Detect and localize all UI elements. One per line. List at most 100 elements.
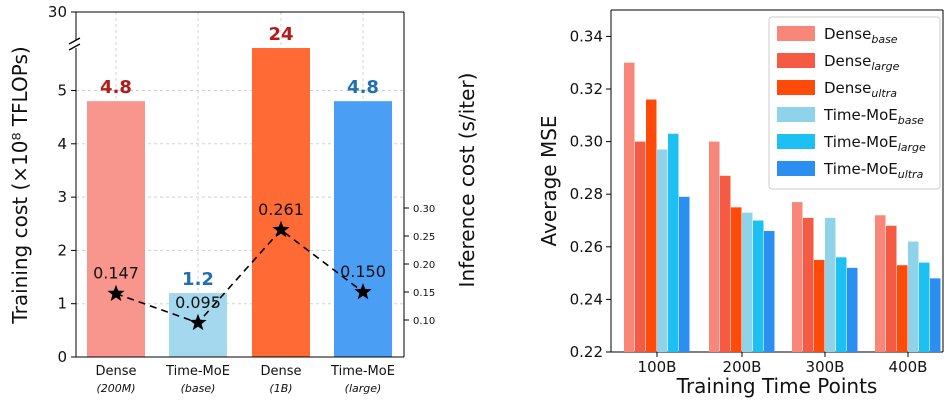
- y-tick-label: 5: [57, 82, 67, 100]
- bar: [87, 101, 145, 357]
- mse-bar: [814, 259, 825, 352]
- y-tick-label: 4: [57, 135, 67, 153]
- mse-bar: [720, 175, 731, 352]
- secondary-tick-label: 0.30: [413, 204, 435, 215]
- mse-bar: [847, 267, 858, 352]
- legend-swatch: [777, 53, 815, 68]
- inference-star-marker: [189, 313, 207, 331]
- inference-value-label: 0.095: [175, 293, 221, 312]
- category-label: Time-MoE: [330, 364, 395, 379]
- y-tick-label: 2: [57, 241, 67, 259]
- secondary-tick-label: 0.20: [413, 260, 435, 271]
- bar: [334, 101, 392, 357]
- r-y-axis-title: Average MSE: [537, 115, 561, 246]
- inference-star-marker: [107, 284, 125, 301]
- legend-label: Time-MoElarge: [823, 133, 926, 154]
- legend-label-subscript: large: [898, 141, 926, 154]
- legend-label-name: Time-MoE: [823, 106, 898, 124]
- axis-break-gap: [72, 40, 80, 48]
- r-x-tick-label: 100B: [638, 358, 677, 376]
- mse-bar: [930, 278, 941, 352]
- mse-bar: [657, 149, 668, 352]
- inference-value-label: 0.150: [340, 262, 386, 281]
- category-label: Dense: [260, 364, 301, 379]
- r-y-tick-label: 0.28: [570, 185, 603, 203]
- r-y-tick-label: 0.24: [570, 290, 603, 308]
- legend-label-name: Dense: [824, 79, 871, 97]
- secondary-tick-label: 0.25: [413, 232, 435, 243]
- right-y-axis-title: Inference cost (s/iter): [455, 73, 479, 288]
- legend-label-name: Time-MoE: [823, 133, 898, 151]
- legend-label-name: Time-MoE: [823, 160, 898, 178]
- legend-swatch: [777, 107, 815, 122]
- mse-bar: [792, 202, 803, 352]
- legend-label-subscript: large: [871, 60, 899, 73]
- bar-value-label: 24: [268, 24, 293, 45]
- legend-label-subscript: ultra: [898, 168, 924, 181]
- legend-label: Time-MoEultra: [823, 160, 924, 181]
- bar-value-label: 1.2: [182, 269, 214, 290]
- y-tick-label: 0: [57, 348, 67, 366]
- category-sublabel: (1B): [269, 382, 292, 395]
- legend-label-name: Dense: [824, 52, 871, 70]
- bar-value-label: 4.8: [347, 77, 379, 98]
- mse-bar: [897, 265, 908, 352]
- inference-line: [115, 228, 364, 324]
- mse-bar: [646, 99, 657, 353]
- legend-label-subscript: base: [898, 114, 924, 127]
- mse-bar: [836, 257, 847, 352]
- secondary-tick-label: 0.15: [413, 288, 435, 299]
- mse-bar: [679, 196, 690, 352]
- mse-bar: [803, 217, 814, 352]
- inference-star-marker: [354, 283, 372, 300]
- legend-swatch: [777, 161, 815, 176]
- r-x-axis-title: Training Time Points: [676, 374, 878, 398]
- axis-break-mark: [68, 37, 81, 45]
- mse-bar: [709, 141, 720, 352]
- mse-bar: [731, 207, 742, 352]
- legend-label-subscript: base: [871, 33, 897, 46]
- y-tick-label-break: 30: [48, 3, 67, 21]
- inference-star-marker: [272, 220, 290, 238]
- mse-bar: [886, 225, 897, 352]
- legend-label-name: Dense: [824, 25, 871, 43]
- inference-value-label: 0.261: [258, 200, 304, 219]
- mse-bar: [668, 133, 679, 352]
- left-y-axis-title: Training cost (×10⁸ TFLOPs): [8, 46, 32, 324]
- r-x-tick-label: 200B: [723, 358, 762, 376]
- r-y-tick-label: 0.32: [570, 80, 603, 98]
- bar: [252, 48, 310, 357]
- r-y-tick-label: 0.22: [570, 343, 603, 361]
- bar-value-label: 4.8: [100, 77, 132, 98]
- r-y-tick-label: 0.26: [570, 238, 603, 256]
- legend-swatch: [777, 80, 815, 95]
- legend-label: Denseultra: [824, 79, 897, 100]
- r-y-tick-label: 0.34: [570, 27, 603, 45]
- legend-swatch: [777, 134, 815, 149]
- legend-label: Denselarge: [824, 52, 900, 73]
- legend-label: Densebase: [824, 25, 898, 46]
- mse-bar: [825, 217, 836, 352]
- y-tick-label: 1: [57, 295, 67, 313]
- category-label: Time-MoE: [165, 364, 230, 379]
- legend-label: Time-MoEbase: [823, 106, 924, 127]
- category-sublabel: (base): [181, 382, 216, 395]
- r-x-tick-label: 300B: [806, 358, 845, 376]
- r-x-tick-label: 400B: [889, 358, 928, 376]
- category-label: Dense: [95, 364, 136, 379]
- mse-bar: [875, 215, 886, 352]
- mse-bar: [919, 262, 930, 352]
- category-sublabel: (200M): [96, 382, 135, 395]
- axis-break-mark: [68, 43, 81, 51]
- mse-bar: [764, 231, 775, 352]
- mse-bar: [624, 62, 635, 352]
- legend-label-subscript: ultra: [871, 87, 897, 100]
- mse-bar: [753, 220, 764, 352]
- legend-swatch: [777, 26, 815, 41]
- category-sublabel: (large): [345, 382, 382, 395]
- r-y-tick-label: 0.30: [570, 133, 603, 151]
- mse-bar: [908, 241, 919, 352]
- mse-bar: [635, 141, 646, 352]
